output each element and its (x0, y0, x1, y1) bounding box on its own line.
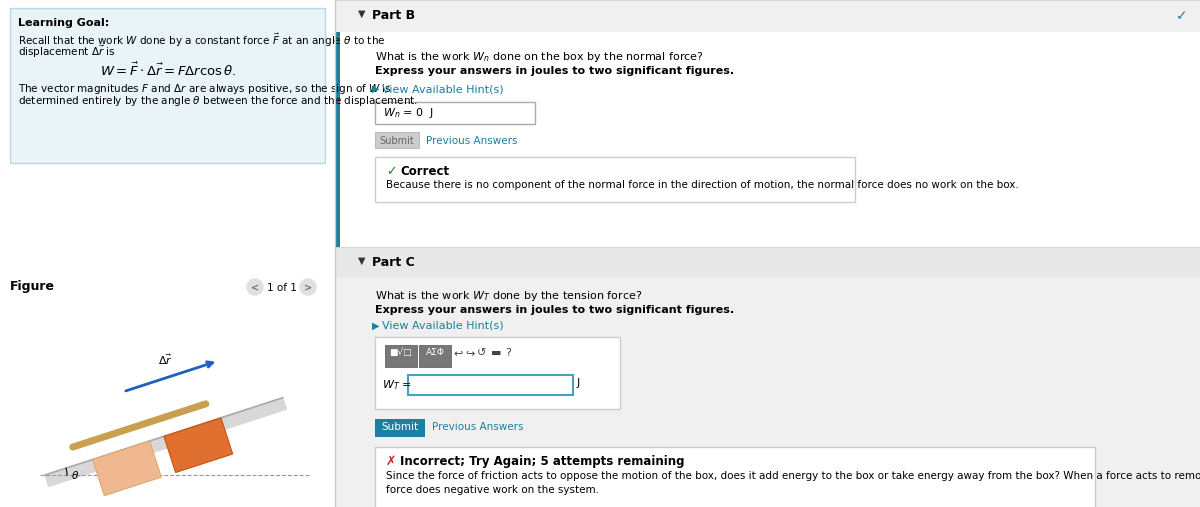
Circle shape (300, 279, 316, 295)
Bar (374, 157, 854, 202)
Text: ?: ? (505, 348, 511, 358)
Text: Recall that the work $W$ done by a constant force $\vec{F}$ at an angle $\theta$: Recall that the work $W$ done by a const… (18, 32, 385, 50)
Bar (10, 8, 325, 163)
Bar (374, 132, 419, 148)
Text: View Available Hint(s): View Available Hint(s) (382, 84, 504, 94)
Text: ✗: ✗ (386, 455, 396, 468)
Text: Part B: Part B (372, 9, 415, 22)
Text: ↺: ↺ (478, 348, 487, 358)
Text: ↩: ↩ (454, 348, 463, 358)
Text: $\Delta\vec{r}$: $\Delta\vec{r}$ (158, 353, 173, 368)
Text: View Available Hint(s): View Available Hint(s) (382, 321, 504, 331)
Bar (335, 277, 1200, 507)
Text: ▶: ▶ (372, 321, 379, 331)
Bar (374, 447, 1096, 507)
Text: J: J (577, 378, 581, 388)
Text: ■√□: ■√□ (390, 348, 413, 357)
Bar (374, 337, 620, 409)
Text: ▬: ▬ (491, 348, 502, 358)
Text: What is the work $W_T$ done by the tension force?: What is the work $W_T$ done by the tensi… (374, 289, 642, 303)
Text: $W_T$ =: $W_T$ = (382, 378, 412, 392)
Text: displacement $\Delta\vec{r}$ is: displacement $\Delta\vec{r}$ is (18, 44, 115, 60)
Bar (419, 345, 451, 367)
Text: Because there is no component of the normal force in the direction of motion, th: Because there is no component of the nor… (386, 180, 1019, 190)
Text: Figure: Figure (10, 280, 55, 293)
Text: ✓: ✓ (1176, 9, 1188, 23)
Text: determined entirely by the angle $\theta$ between the force and the displacement: determined entirely by the angle $\theta… (18, 94, 418, 108)
Text: Since the force of friction acts to oppose the motion of the box, does it add en: Since the force of friction acts to oppo… (386, 471, 1200, 481)
Text: The vector magnitudes $F$ and $\Delta r$ are always positive, so the sign of $W$: The vector magnitudes $F$ and $\Delta r$… (18, 82, 391, 96)
Bar (374, 419, 425, 437)
Text: Submit: Submit (379, 136, 414, 146)
Text: Part C: Part C (372, 256, 415, 269)
Text: Express your answers in joules to two significant figures.: Express your answers in joules to two si… (374, 305, 734, 315)
Bar (335, 0, 1200, 32)
Bar (374, 102, 535, 124)
Text: Learning Goal:: Learning Goal: (18, 18, 109, 28)
Bar (408, 375, 574, 395)
Text: ↪: ↪ (466, 348, 475, 358)
Text: $W_n$ = 0  J: $W_n$ = 0 J (383, 106, 434, 120)
Bar (335, 247, 1200, 277)
Text: Previous Answers: Previous Answers (426, 136, 517, 146)
Text: >: > (304, 283, 312, 293)
Text: ✓: ✓ (386, 165, 396, 178)
Text: ▶: ▶ (372, 84, 379, 94)
Text: force does negative work on the system.: force does negative work on the system. (386, 485, 599, 495)
Bar (335, 0, 1200, 507)
Polygon shape (92, 441, 161, 496)
Text: Previous Answers: Previous Answers (432, 422, 523, 432)
Circle shape (247, 279, 263, 295)
Text: What is the work $W_n$ done on the box by the normal force?: What is the work $W_n$ done on the box b… (374, 50, 703, 64)
Bar (335, 32, 1200, 247)
Bar (385, 345, 418, 367)
Text: $W = \vec{F} \cdot \Delta\vec{r} = F\Delta r \cos\theta.$: $W = \vec{F} \cdot \Delta\vec{r} = F\Del… (100, 62, 236, 80)
Text: <: < (251, 283, 259, 293)
Bar (0, 0, 335, 507)
Text: 1 of 1: 1 of 1 (266, 283, 296, 293)
Text: Correct: Correct (400, 165, 449, 178)
Polygon shape (164, 418, 233, 473)
Bar (335, 32, 340, 247)
Text: ▼: ▼ (358, 256, 366, 266)
Text: $\theta$: $\theta$ (71, 469, 79, 481)
Text: ΑΣΦ: ΑΣΦ (426, 348, 444, 357)
Text: ▼: ▼ (358, 9, 366, 19)
Text: Incorrect; Try Again; 5 attempts remaining: Incorrect; Try Again; 5 attempts remaini… (400, 455, 684, 468)
Text: Submit: Submit (382, 422, 419, 432)
Polygon shape (46, 398, 287, 486)
Text: Express your answers in joules to two significant figures.: Express your answers in joules to two si… (374, 66, 734, 76)
